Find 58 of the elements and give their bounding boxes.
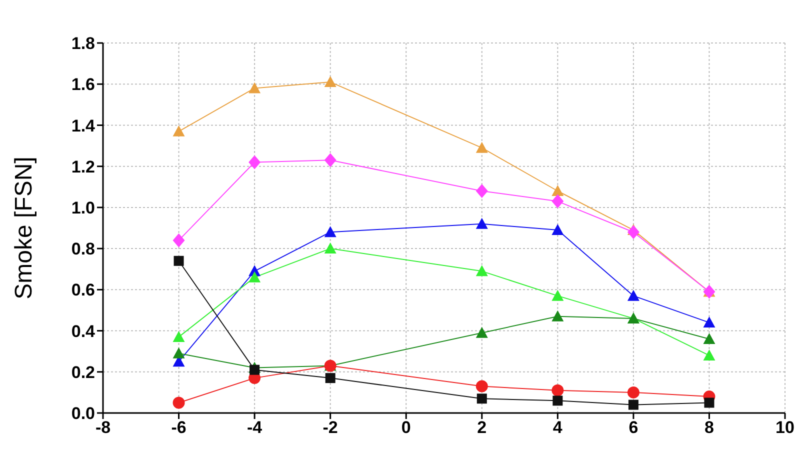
point <box>552 185 564 196</box>
point <box>172 233 185 248</box>
point <box>324 153 336 168</box>
x-tick-label: 6 <box>628 418 638 438</box>
y-tick-label: 1.6 <box>71 75 95 94</box>
point <box>172 330 185 342</box>
point <box>552 290 564 301</box>
y-tick-label: 0.0 <box>71 404 95 424</box>
x-tick-label: -4 <box>246 418 263 438</box>
x-tick-label: 8 <box>704 418 714 438</box>
x-tick-label: 2 <box>477 418 487 438</box>
point <box>248 155 261 170</box>
point <box>172 396 185 409</box>
point <box>627 225 640 240</box>
point <box>552 224 564 236</box>
point <box>703 333 716 344</box>
point <box>703 316 716 328</box>
point <box>476 326 488 338</box>
point <box>476 218 488 229</box>
point <box>476 142 488 153</box>
point <box>476 265 488 276</box>
x-tick-label: -6 <box>171 418 186 438</box>
x-tick-label: 4 <box>552 418 563 438</box>
x-tick-label: -2 <box>322 418 338 438</box>
y-tick-label: 1.2 <box>71 157 95 176</box>
point <box>552 384 564 396</box>
point <box>250 364 260 375</box>
point <box>172 125 185 136</box>
point <box>703 349 716 360</box>
point <box>248 271 261 282</box>
point <box>476 184 488 198</box>
point <box>552 310 564 322</box>
point <box>628 400 638 410</box>
point <box>552 396 563 406</box>
point <box>627 290 640 301</box>
x-tick-label: -8 <box>95 418 111 438</box>
x-tick-label: 0 <box>401 418 411 438</box>
point <box>627 386 640 398</box>
y-tick-label: 0.6 <box>71 280 95 300</box>
point <box>324 242 336 254</box>
point <box>704 398 714 408</box>
y-axis-title: Smoke [FSN] <box>10 156 38 300</box>
point <box>172 347 185 358</box>
x-tick-label: 10 <box>776 418 794 438</box>
y-tick-label: 0.8 <box>71 240 95 259</box>
y-tick-label: 1.4 <box>71 116 96 136</box>
point <box>248 82 261 94</box>
y-tick-label: 1.8 <box>71 34 95 54</box>
y-tick-label: 1.0 <box>71 198 95 218</box>
point <box>324 76 336 88</box>
point <box>552 194 564 208</box>
y-tick-label: 0.4 <box>71 322 96 341</box>
point <box>325 373 336 384</box>
y-tick-label: 0.2 <box>71 362 95 382</box>
point <box>476 380 488 392</box>
point <box>324 226 336 238</box>
point <box>476 394 487 404</box>
point <box>174 256 184 266</box>
